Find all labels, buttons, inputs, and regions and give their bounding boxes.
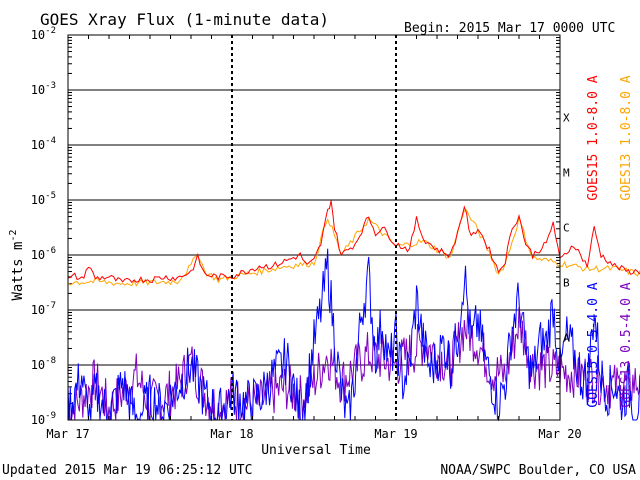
plot-frame [67,34,561,421]
series-line [67,248,640,422]
legend-label: GOES15 1.0-8.0 A [586,75,601,200]
y-axis-ticks: 10-9 10-8 10-7 10-6 10-5 10-4 10-3 10-2 [31,26,560,427]
y-tick-label: 10-2 [31,26,56,42]
flare-class-x: X [563,112,570,125]
y-axis-label-text: Watts m [10,242,26,301]
y-tick-label: 10-9 [31,411,56,427]
y-tick-label: 10-6 [31,246,56,262]
begin-label: Begin: 2015 Mar 17 0000 UTC [404,21,615,36]
legend-label: GOES13 0.5-4.0 A [619,282,634,407]
series-line [67,200,640,284]
legend-label: GOES13 1.0-8.0 A [619,75,634,200]
flare-class-labels: A B C M X [563,112,570,345]
legend-label: GOES15 0.5-4.0 A [586,282,601,407]
y-tick-label: 10-8 [31,356,56,372]
legend-entry: GOES13 1.0-8.0 A [619,75,634,200]
flare-class-m: M [563,167,570,180]
x-tick-label: Mar 18 [210,427,253,441]
grid-lines [68,89,560,366]
x-tick-label: Mar 20 [538,427,581,441]
series-layer [67,200,640,422]
series-line [67,209,640,287]
x-tick-label: Mar 17 [46,427,89,441]
flare-class-b: B [563,277,570,290]
y-tick-label: 10-3 [31,81,56,97]
flare-class-c: C [563,222,570,235]
y-tick-label: 10-5 [31,191,56,207]
y-tick-label: 10-4 [31,136,56,152]
chart-title: GOES Xray Flux (1-minute data) [40,10,329,29]
x-axis-ticks: Mar 17 Mar 18 Mar 19 Mar 20 [46,35,582,441]
legend-entry: GOES13 0.5-4.0 A [619,282,634,407]
flare-class-a: A [563,332,570,345]
y-tick-label: 10-7 [31,301,56,317]
y-axis-label: Watts m-2 [8,229,26,300]
x-axis-label: Universal Time [261,443,371,458]
legend-entry: GOES15 0.5-4.0 A [586,282,601,407]
day-divider-lines [231,35,397,420]
x-tick-label: Mar 19 [374,427,417,441]
footer-updated: Updated 2015 Mar 19 06:25:12 UTC [2,463,252,478]
legend-entry: GOES15 1.0-8.0 A [586,75,601,200]
y-axis-label-exponent: -2 [8,229,19,241]
svg-text:Watts m-2: Watts m-2 [8,229,26,300]
footer-source: NOAA/SWPC Boulder, CO USA [440,463,636,478]
legend: GOES15 1.0-8.0 A GOES13 1.0-8.0 A GOES15 0… [586,75,634,407]
